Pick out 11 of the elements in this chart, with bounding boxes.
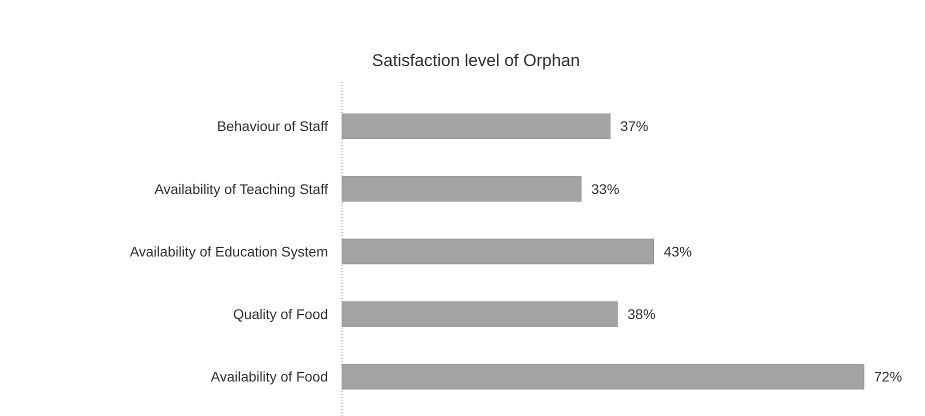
y-tick-label: Availability of Education System: [130, 243, 328, 260]
y-tick-label: Availability of Food: [210, 368, 328, 385]
y-tick-label: Availability of Teaching Staff: [154, 180, 328, 197]
chart-title: Satisfaction level of Orphan: [372, 51, 580, 70]
data-label: 38%: [628, 306, 656, 322]
y-tick-label: Behaviour of Staff: [216, 118, 328, 134]
y-tick-label: Quality of Food: [233, 306, 328, 322]
data-label: 37%: [620, 118, 648, 134]
data-label: 43%: [664, 243, 692, 260]
data-label: 72%: [874, 368, 902, 385]
data-label: 33%: [591, 180, 620, 197]
